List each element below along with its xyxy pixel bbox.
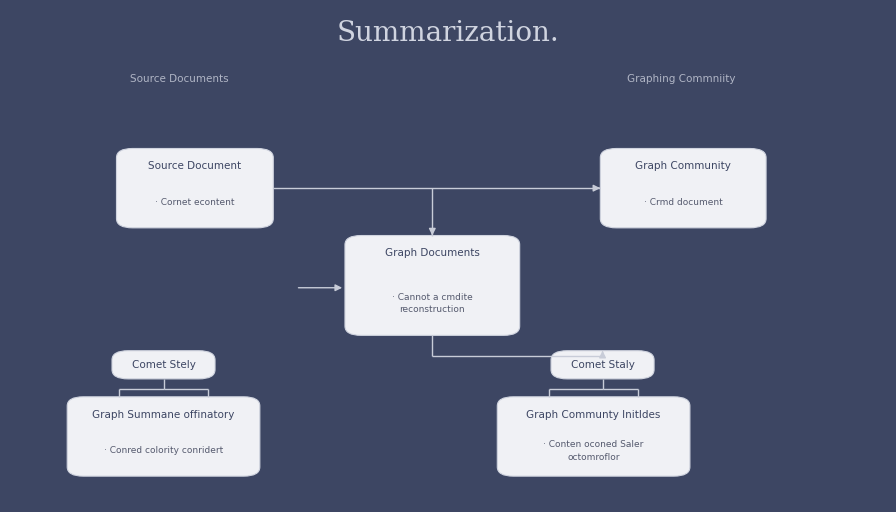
Text: · Cornet econtent: · Cornet econtent <box>155 198 235 207</box>
Text: Source Documents: Source Documents <box>130 74 228 84</box>
Text: Summarization.: Summarization. <box>337 20 559 47</box>
FancyBboxPatch shape <box>551 351 654 379</box>
Text: Graph Documents: Graph Documents <box>385 248 479 259</box>
Text: · Conred colority conridert: · Conred colority conridert <box>104 446 223 455</box>
Text: Graph Summane offinatory: Graph Summane offinatory <box>92 410 235 420</box>
FancyBboxPatch shape <box>497 397 690 476</box>
Text: Comet Stely: Comet Stely <box>132 360 195 370</box>
Text: Graphing Commniity: Graphing Commniity <box>626 74 736 84</box>
FancyBboxPatch shape <box>116 148 273 228</box>
FancyBboxPatch shape <box>112 351 215 379</box>
FancyBboxPatch shape <box>345 236 520 335</box>
Text: Graph Community: Graph Community <box>635 161 731 172</box>
Text: · Crmd document: · Crmd document <box>644 198 722 207</box>
Text: Comet Staly: Comet Staly <box>571 360 634 370</box>
Text: · Cannot a cmdite
reconstruction: · Cannot a cmdite reconstruction <box>392 293 473 314</box>
FancyBboxPatch shape <box>67 397 260 476</box>
Text: Graph Communty Initldes: Graph Communty Initldes <box>527 410 660 420</box>
Text: · Conten oconed Saler
octomroflor: · Conten oconed Saler octomroflor <box>543 440 644 461</box>
Text: Source Document: Source Document <box>149 161 241 172</box>
FancyBboxPatch shape <box>600 148 766 228</box>
